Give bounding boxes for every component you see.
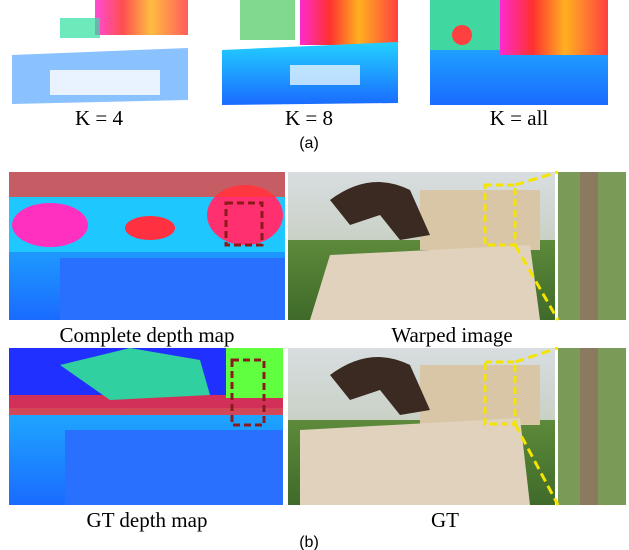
complete-depth-map <box>9 172 285 320</box>
caption: (b) <box>299 534 319 550</box>
k-label: K = all <box>490 106 549 130</box>
panel-label: GT depth map <box>87 508 208 532</box>
sparse-kall <box>430 0 608 105</box>
panel-label: GT <box>431 508 459 532</box>
k-label: K = 4 <box>75 106 124 130</box>
gt-depth-map <box>9 348 283 505</box>
k-label: K = 8 <box>285 106 333 130</box>
figure: K = 4 K = 8 K = all (a) Complete depth m… <box>0 0 629 550</box>
panel-label: Complete depth map <box>60 323 235 347</box>
sparse-k8 <box>220 0 398 105</box>
sparse-k4 <box>10 0 188 105</box>
caption: (a) <box>299 135 319 152</box>
panel-label: Warped image <box>391 323 512 347</box>
